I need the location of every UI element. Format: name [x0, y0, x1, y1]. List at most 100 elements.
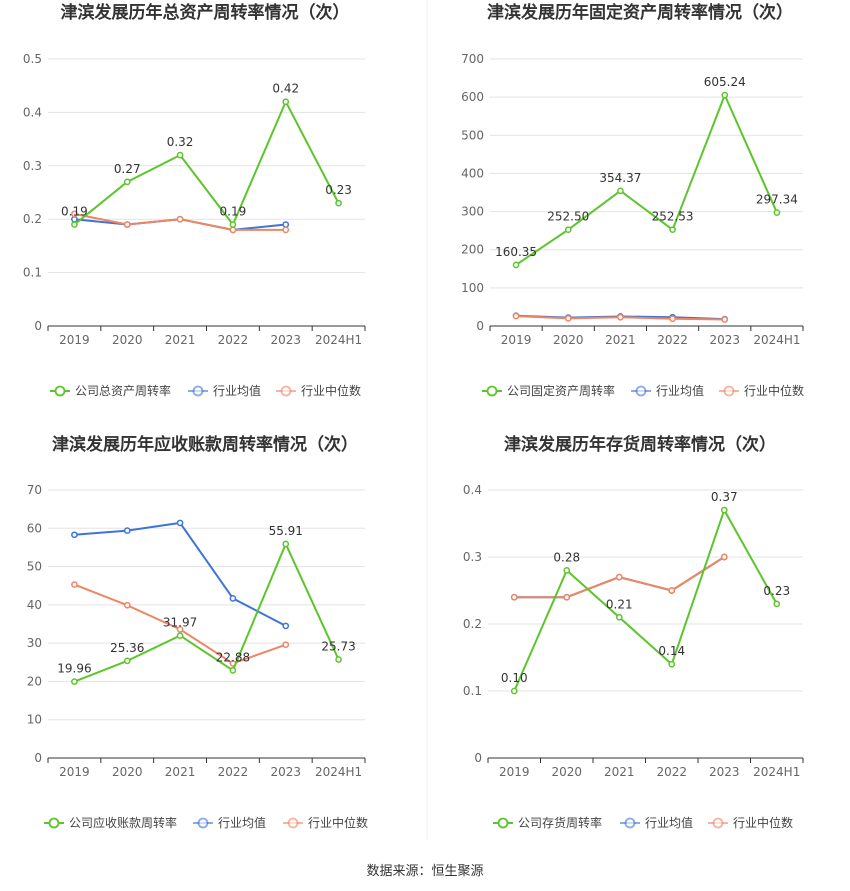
legend-label: 行业中位数	[744, 383, 804, 398]
data-point-median	[512, 312, 520, 320]
legend-marker	[197, 817, 209, 829]
legend-label: 公司存货周转率	[518, 815, 602, 830]
legend-item-median[interactable]: 行业中位数	[719, 383, 804, 398]
legend-item-average[interactable]: 行业均值	[631, 383, 704, 398]
data-point-median	[282, 226, 290, 234]
legend-marker	[635, 385, 647, 397]
chart-2: 津滨发展历年固定资产周转率情况（次） 0 100 200 300 400 500 600 700…	[461, 2, 804, 398]
x-tick-label: 2022	[218, 333, 249, 347]
legend-marker	[497, 817, 509, 829]
data-point-company	[71, 221, 78, 228]
y-tick-label: 100	[461, 281, 484, 295]
y-tick-label: 0.4	[463, 483, 482, 497]
data-point-company	[123, 178, 131, 186]
data-point-median	[669, 315, 676, 323]
x-tick-label: 2021	[165, 333, 196, 347]
data-point-company	[176, 151, 184, 159]
data-label: 55.91	[269, 524, 303, 538]
data-point-average	[282, 221, 290, 228]
legend-marker	[287, 817, 299, 829]
x-tick-label: 2019	[59, 765, 90, 779]
data-point-median	[721, 316, 729, 323]
data-point-median	[282, 641, 290, 649]
data-point-median	[617, 313, 624, 321]
data-label: 354.37	[599, 171, 641, 185]
legend-item-average[interactable]: 行业均值	[193, 815, 266, 830]
series-line-company	[513, 509, 778, 692]
data-point-median	[123, 601, 131, 609]
data-label: 160.35	[495, 245, 537, 259]
data-point-company	[123, 657, 131, 665]
x-tick-label: 2024H1	[315, 333, 362, 347]
data-point-company	[773, 209, 781, 216]
legend-item-median[interactable]: 行业中位数	[276, 383, 361, 398]
x-tick-label: 2020	[553, 333, 584, 347]
data-point-company	[668, 660, 676, 668]
data-label: 0.28	[553, 550, 580, 564]
data-point-median	[71, 581, 78, 588]
data-label: 25.36	[110, 641, 144, 655]
legend-item-company[interactable]: 公司应收账款周转率	[44, 815, 177, 830]
data-label: 0.32	[167, 135, 194, 149]
x-tick-label: 2022	[656, 765, 687, 779]
data-label: 0.21	[606, 597, 633, 611]
legend-label: 行业均值	[218, 815, 266, 830]
y-tick-label: 0.3	[23, 159, 42, 173]
data-label: 22.88	[216, 650, 250, 664]
data-label: 0.10	[501, 671, 528, 685]
data-label: 31.97	[163, 616, 197, 630]
series-line-company	[515, 94, 778, 266]
y-tick-label: 50	[27, 560, 42, 574]
legend-marker	[624, 817, 636, 829]
legend-item-median[interactable]: 行业中位数	[283, 815, 368, 830]
y-tick-label: 0.2	[23, 212, 42, 226]
y-tick-label: 0.1	[463, 684, 482, 698]
x-tick-label: 2023	[270, 765, 301, 779]
x-tick-label: 2019	[499, 765, 530, 779]
data-point-median	[123, 221, 131, 228]
legend-item-company[interactable]: 公司固定资产周转率	[482, 383, 615, 398]
data-label: 252.53	[652, 210, 694, 224]
legend-label: 公司应收账款周转率	[69, 815, 177, 830]
chart-title: 津滨发展历年存货周转率情况（次）	[504, 434, 776, 455]
legend-marker	[712, 817, 724, 829]
legend-label: 行业中位数	[308, 815, 368, 830]
y-tick-label: 10	[27, 713, 42, 727]
data-point-company	[720, 506, 728, 514]
legend-label: 公司总资产周转率	[75, 383, 171, 398]
y-tick-label: 0.5	[23, 52, 42, 66]
y-tick-label: 0	[34, 319, 42, 333]
y-tick-label: 60	[27, 521, 42, 535]
data-point-company	[176, 632, 184, 639]
legend-marker	[48, 817, 60, 829]
data-point-average	[71, 531, 78, 539]
series-line-company	[74, 542, 340, 683]
data-point-company	[773, 600, 781, 608]
legend-item-average[interactable]: 行业均值	[620, 815, 693, 830]
x-tick-label: 2019	[59, 333, 90, 347]
chart-title: 津滨发展历年应收账款周转率情况（次）	[52, 434, 358, 455]
y-tick-label: 0	[476, 319, 484, 333]
y-tick-label: 70	[27, 483, 42, 497]
x-tick-label: 2023	[709, 333, 740, 347]
x-tick-label: 2024H1	[753, 765, 800, 779]
legend-item-average[interactable]: 行业均值	[188, 383, 261, 398]
data-point-company	[335, 199, 342, 207]
data-point-company	[617, 187, 624, 195]
y-tick-label: 700	[461, 52, 484, 66]
legend-item-company[interactable]: 公司存货周转率	[493, 815, 602, 830]
data-point-median	[71, 210, 78, 218]
y-tick-label: 30	[27, 636, 42, 650]
data-point-median	[229, 226, 237, 234]
data-label: 0.23	[325, 183, 352, 197]
x-tick-label: 2022	[657, 333, 688, 347]
chart-4: 津滨发展历年存货周转率情况（次） 0 0.1 0.2 0.3 0.4 2019 2020 202…	[463, 434, 804, 830]
chart-title: 津滨发展历年固定资产周转率情况（次）	[487, 2, 793, 23]
y-tick-label: 0	[474, 751, 482, 765]
data-point-company	[282, 98, 290, 106]
legend-item-company[interactable]: 公司总资产周转率	[50, 383, 171, 398]
legend-item-median[interactable]: 行业中位数	[708, 815, 793, 830]
data-point-company	[512, 261, 520, 269]
data-label: 252.50	[547, 210, 589, 224]
